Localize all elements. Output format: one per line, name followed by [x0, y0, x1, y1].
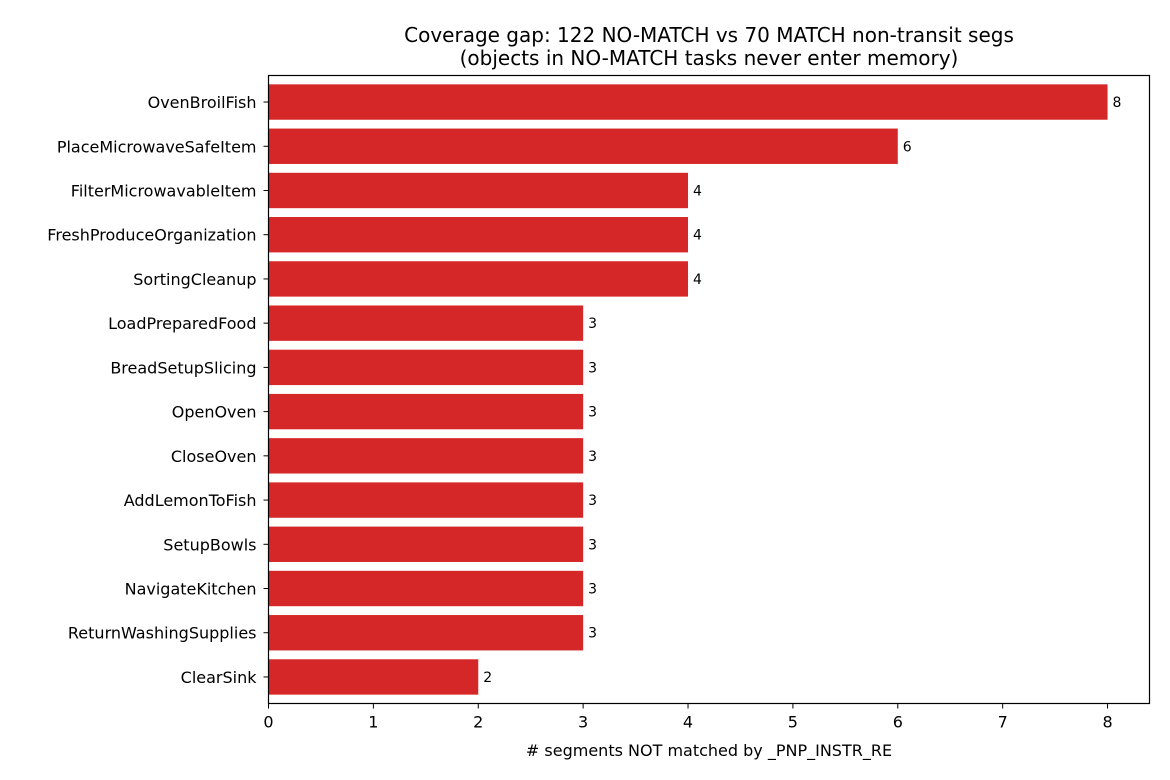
data-label: 4	[693, 228, 702, 244]
y-tick-label: CloseOven	[171, 447, 257, 466]
y-tick-label: PlaceMicrowaveSafeItem	[57, 137, 257, 156]
data-label: 4	[693, 183, 702, 199]
x-tick-label: 6	[893, 713, 903, 732]
data-label: 8	[1113, 95, 1122, 111]
bars-layer: 8 6 4 4 4 3 3 3 3 3 3 3 3 2	[268, 84, 1122, 695]
x-tick-label: 7	[998, 713, 1008, 732]
y-tick-label: ReturnWashingSupplies	[68, 624, 257, 643]
chart-subtitle: (objects in NO-MATCH tasks never enter m…	[460, 46, 959, 70]
data-label: 3	[588, 360, 597, 376]
data-label: 3	[588, 582, 597, 598]
data-label: 6	[903, 139, 912, 155]
x-axis-label: # segments NOT matched by _PNP_INSTR_RE	[526, 741, 892, 761]
x-tick-label: 3	[578, 713, 588, 732]
y-tick-label: OpenOven	[172, 403, 257, 422]
data-label: 2	[483, 670, 492, 686]
bar	[268, 172, 689, 209]
x-tick-label: 1	[368, 713, 378, 732]
bar	[268, 128, 898, 164]
data-label: 3	[588, 449, 597, 465]
bar	[268, 615, 584, 651]
bar	[268, 526, 584, 562]
data-label: 3	[588, 316, 597, 332]
y-tick-label: BreadSetupSlicing	[110, 358, 256, 377]
y-tick-label: AddLemonToFish	[124, 491, 257, 510]
x-tick-label: 2	[473, 713, 483, 732]
data-label: 3	[588, 405, 597, 421]
bar	[268, 482, 584, 518]
data-label: 3	[588, 537, 597, 553]
data-label: 3	[588, 626, 597, 642]
x-tick-label: 5	[788, 713, 798, 732]
y-tick-label: SortingCleanup	[133, 270, 256, 289]
bar	[268, 217, 689, 253]
bar	[268, 659, 479, 695]
bar	[268, 393, 584, 430]
bar	[268, 570, 584, 607]
y-tick-label: LoadPreparedFood	[108, 314, 256, 333]
y-tick-label: ClearSink	[181, 668, 258, 687]
y-tick-label: FilterMicrowavableItem	[71, 181, 257, 200]
x-tick-label: 0	[263, 713, 273, 732]
x-tick-label: 8	[1102, 713, 1112, 732]
y-tick-label: OvenBroilFish	[148, 93, 257, 112]
x-axis-ticks: 0 1 2 3 4 5 6 7 8	[263, 703, 1113, 732]
bar	[268, 438, 584, 474]
data-label: 4	[693, 272, 702, 288]
plot-frame	[267, 74, 1151, 705]
y-tick-label: SetupBowls	[163, 535, 256, 554]
bar	[268, 84, 1108, 120]
bar	[268, 349, 584, 386]
y-tick-label: FreshProduceOrganization	[47, 226, 256, 245]
bar	[268, 261, 689, 297]
data-label: 3	[588, 493, 597, 509]
y-axis-ticks: OvenBroilFish PlaceMicrowaveSafeItem Filte…	[47, 93, 269, 687]
bar	[268, 305, 584, 341]
y-tick-label: NavigateKitchen	[125, 580, 257, 599]
x-tick-label: 4	[683, 713, 693, 732]
chart-title: Coverage gap: 122 NO-MATCH vs 70 MATCH n…	[404, 23, 1014, 47]
